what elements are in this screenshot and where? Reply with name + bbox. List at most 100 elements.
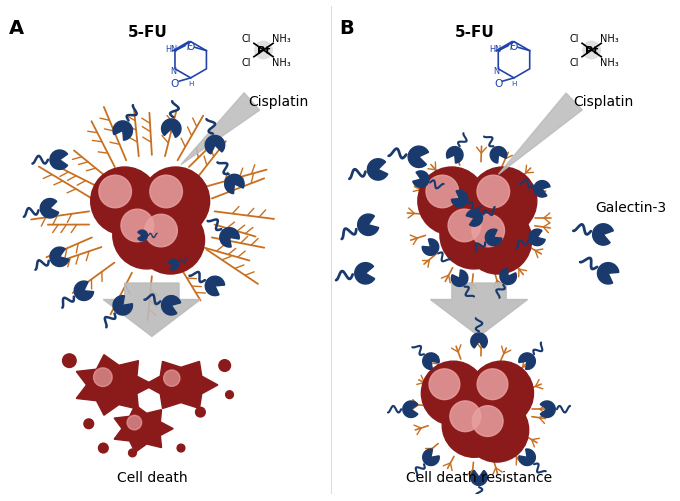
Text: NH₃: NH₃ <box>600 34 619 44</box>
Polygon shape <box>498 94 582 175</box>
Wedge shape <box>490 147 507 164</box>
Wedge shape <box>519 449 535 465</box>
Text: 5-FU: 5-FU <box>128 25 167 40</box>
Wedge shape <box>423 353 439 370</box>
Wedge shape <box>519 353 535 370</box>
Circle shape <box>422 361 486 425</box>
Wedge shape <box>540 401 556 418</box>
Wedge shape <box>50 151 67 170</box>
Wedge shape <box>138 230 148 241</box>
Text: Cl: Cl <box>569 34 579 44</box>
Wedge shape <box>205 136 224 155</box>
Circle shape <box>84 419 94 429</box>
Text: N: N <box>494 67 500 76</box>
Wedge shape <box>50 247 69 267</box>
Wedge shape <box>113 122 133 141</box>
Circle shape <box>99 443 108 453</box>
Wedge shape <box>220 228 239 247</box>
Circle shape <box>121 210 154 242</box>
Text: Cell death: Cell death <box>116 470 187 484</box>
Circle shape <box>464 398 528 462</box>
Wedge shape <box>113 296 133 316</box>
Circle shape <box>464 206 532 275</box>
Circle shape <box>127 415 141 430</box>
Text: B: B <box>339 19 354 38</box>
Wedge shape <box>486 229 502 246</box>
Circle shape <box>219 360 231 372</box>
Text: H: H <box>188 81 193 87</box>
Wedge shape <box>500 269 516 285</box>
Wedge shape <box>74 282 94 301</box>
Wedge shape <box>452 191 468 207</box>
Circle shape <box>94 368 112 387</box>
Wedge shape <box>224 175 244 194</box>
Circle shape <box>469 168 537 235</box>
Polygon shape <box>114 405 173 452</box>
Circle shape <box>418 168 486 235</box>
Circle shape <box>473 406 503 436</box>
Wedge shape <box>413 171 429 188</box>
Wedge shape <box>529 229 545 246</box>
Wedge shape <box>403 401 418 418</box>
Circle shape <box>429 369 460 400</box>
Wedge shape <box>205 277 224 296</box>
Circle shape <box>177 444 185 452</box>
Wedge shape <box>162 120 181 138</box>
Text: H: H <box>511 81 517 87</box>
Polygon shape <box>76 355 154 415</box>
Text: HN: HN <box>489 46 501 55</box>
Text: HN: HN <box>165 46 177 55</box>
Circle shape <box>440 201 508 270</box>
Wedge shape <box>367 159 388 181</box>
Wedge shape <box>162 296 181 316</box>
Circle shape <box>450 401 481 432</box>
Wedge shape <box>471 333 488 348</box>
Circle shape <box>150 176 182 208</box>
Circle shape <box>99 176 131 208</box>
Text: Cl: Cl <box>241 58 251 68</box>
Text: Pt: Pt <box>585 46 598 56</box>
Text: A: A <box>9 19 24 38</box>
Wedge shape <box>40 199 58 218</box>
Text: NH₃: NH₃ <box>271 34 290 44</box>
Circle shape <box>145 215 177 247</box>
Circle shape <box>141 168 209 235</box>
Polygon shape <box>103 284 201 337</box>
Circle shape <box>90 168 158 235</box>
Text: Cisplatin: Cisplatin <box>573 95 634 109</box>
Text: O: O <box>186 42 195 52</box>
Text: NH₃: NH₃ <box>600 58 619 68</box>
Circle shape <box>164 370 180 387</box>
Wedge shape <box>471 470 488 485</box>
Text: Cell death resistance: Cell death resistance <box>406 470 552 484</box>
Wedge shape <box>355 263 375 285</box>
Polygon shape <box>144 362 218 409</box>
Text: Galectin-3: Galectin-3 <box>596 201 666 215</box>
Wedge shape <box>466 210 482 227</box>
Text: Cisplatin: Cisplatin <box>248 95 308 109</box>
Text: Pt: Pt <box>257 46 270 56</box>
Circle shape <box>477 176 509 208</box>
Text: N: N <box>170 67 176 76</box>
Text: O: O <box>171 79 180 89</box>
Wedge shape <box>423 449 439 465</box>
Wedge shape <box>592 224 613 245</box>
Circle shape <box>129 449 136 457</box>
Wedge shape <box>168 260 179 271</box>
Wedge shape <box>452 271 468 287</box>
Text: 5-FU: 5-FU <box>455 25 494 40</box>
Circle shape <box>196 407 205 417</box>
Circle shape <box>113 201 181 270</box>
Text: O: O <box>494 79 503 89</box>
Circle shape <box>63 354 76 368</box>
Text: NH₃: NH₃ <box>271 58 290 68</box>
Circle shape <box>255 42 272 60</box>
Circle shape <box>137 206 205 275</box>
Text: Cl: Cl <box>569 58 579 68</box>
Wedge shape <box>598 263 619 285</box>
Wedge shape <box>534 181 550 198</box>
Circle shape <box>448 210 481 242</box>
Wedge shape <box>358 214 379 236</box>
Circle shape <box>469 361 534 425</box>
Circle shape <box>583 42 600 60</box>
